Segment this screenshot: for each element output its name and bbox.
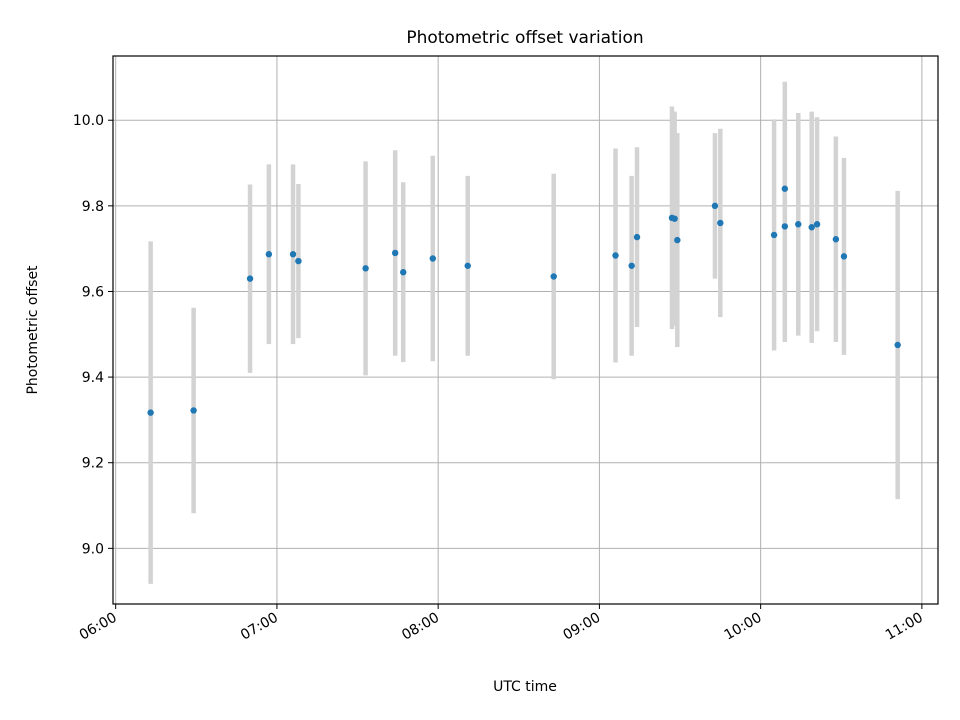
y-tick-label: 9.8 — [82, 199, 104, 215]
data-point — [550, 273, 557, 280]
data-point — [770, 231, 778, 239]
data-point — [147, 409, 154, 416]
x-tick-label: 07:00 — [238, 610, 281, 644]
data-point — [894, 341, 901, 349]
data-point — [832, 236, 840, 243]
x-tick-label: 11:00 — [883, 610, 926, 644]
data-point — [717, 219, 724, 227]
grid — [113, 56, 938, 604]
y-tick-label: 9.6 — [82, 284, 104, 300]
data-point — [289, 251, 297, 258]
data-point — [295, 257, 302, 265]
y-axis-label: Photometric offset — [25, 265, 41, 395]
data-point — [633, 233, 641, 241]
data-point — [391, 249, 399, 257]
chart-title: Photometric offset variation — [406, 28, 643, 48]
data-point — [464, 262, 471, 269]
data-point — [190, 407, 197, 414]
data-point — [781, 185, 789, 192]
y-tick-label: 9.4 — [82, 370, 104, 386]
data-point — [781, 223, 789, 230]
data-point — [711, 202, 719, 210]
data-point — [795, 221, 802, 228]
y-tick-label: 9.0 — [82, 541, 104, 557]
errorbars — [148, 81, 900, 584]
data-point — [400, 269, 407, 276]
y-axis-ticks: 9.0 9.2 9.4 9.6 9.8 10.0 — [73, 113, 113, 557]
data-point — [628, 262, 635, 269]
y-tick-label: 10.0 — [73, 113, 104, 129]
plot-frame — [112, 55, 939, 605]
data-point — [246, 275, 254, 282]
y-tick-label: 9.2 — [82, 456, 104, 472]
x-tick-label: 06:00 — [77, 610, 120, 644]
data-point — [671, 215, 678, 222]
data-point — [840, 253, 848, 260]
data-point — [813, 221, 821, 228]
data-points — [147, 185, 901, 416]
data-point — [674, 236, 681, 244]
data-point — [612, 252, 619, 259]
x-axis-ticks: 06:00 07:00 08:00 09:00 10:00 11:00 — [77, 604, 926, 644]
data-point — [429, 255, 436, 262]
x-axis-label: UTC time — [493, 679, 557, 695]
data-point — [808, 224, 815, 231]
data-point — [362, 265, 369, 272]
data-point — [265, 251, 273, 258]
x-tick-label: 10:00 — [722, 610, 765, 644]
x-tick-label: 09:00 — [560, 610, 603, 644]
x-tick-label: 08:00 — [399, 610, 442, 644]
